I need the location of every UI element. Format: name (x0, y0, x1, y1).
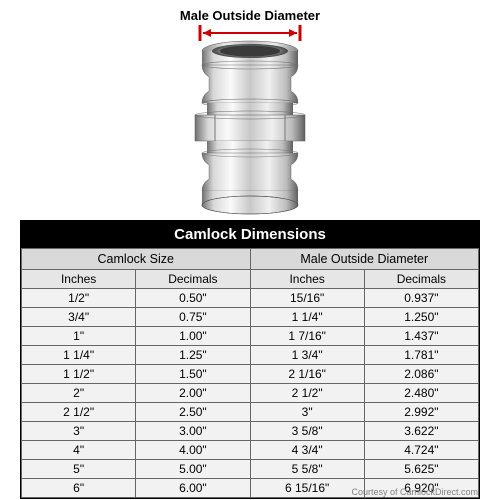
sub-header: Inches (250, 270, 364, 289)
table-cell: 1 1/4" (22, 346, 136, 365)
table-cell: 6" (22, 479, 136, 498)
table-cell: 6.00" (136, 479, 250, 498)
table-cell: 4" (22, 441, 136, 460)
table-row: 3"3.00"3 5/8"3.622" (22, 422, 479, 441)
table-row: 2 1/2"2.50"3"2.992" (22, 403, 479, 422)
table-cell: 3" (22, 422, 136, 441)
table-row: 4"4.00"4 3/4"4.724" (22, 441, 479, 460)
table-cell: 6 15/16" (250, 479, 364, 498)
table-cell: 5 5/8" (250, 460, 364, 479)
table-body: 1/2"0.50"15/16"0.937"3/4"0.75"1 1/4"1.25… (22, 289, 479, 498)
table-cell: 2 1/2" (250, 384, 364, 403)
dimension-arrow (197, 25, 303, 41)
dimensions-table: Camlock Dimensions Camlock Size Male Out… (20, 220, 480, 499)
table-cell: 4.724" (364, 441, 478, 460)
table-cell: 1/2" (22, 289, 136, 308)
table-row: 1 1/4"1.25"1 3/4"1.781" (22, 346, 479, 365)
table-cell: 2.00" (136, 384, 250, 403)
table-cell: 1" (22, 327, 136, 346)
table-cell: 0.75" (136, 308, 250, 327)
table-row: 1"1.00"1 7/16"1.437" (22, 327, 479, 346)
table-cell: 0.50" (136, 289, 250, 308)
table-cell: 2.50" (136, 403, 250, 422)
table-cell: 2.086" (364, 365, 478, 384)
diagram-area: Male Outside Diameter (0, 0, 500, 220)
table-row: 1 1/2"1.50"2 1/16"2.086" (22, 365, 479, 384)
table-cell: 2.992" (364, 403, 478, 422)
table-row: 5"5.00"5 5/8"5.625" (22, 460, 479, 479)
table-cell: 15/16" (250, 289, 364, 308)
courtesy-text: Courtesy of CamlockDirect.com (351, 487, 478, 497)
table-cell: 3.622" (364, 422, 478, 441)
table-row: 1/2"0.50"15/16"0.937" (22, 289, 479, 308)
table-row: 2"2.00"2 1/2"2.480" (22, 384, 479, 403)
dimensions-table-grid: Camlock Size Male Outside Diameter Inche… (21, 248, 479, 498)
table-cell: 1.00" (136, 327, 250, 346)
table-cell: 1 1/2" (22, 365, 136, 384)
diagram-label: Male Outside Diameter (180, 8, 320, 23)
table-cell: 1 1/4" (250, 308, 364, 327)
camlock-coupling-icon (185, 39, 315, 217)
group-header: Camlock Size (22, 249, 251, 270)
table-cell: 4.00" (136, 441, 250, 460)
group-header-row: Camlock Size Male Outside Diameter (22, 249, 479, 270)
table-cell: 5.00" (136, 460, 250, 479)
table-cell: 2 1/2" (22, 403, 136, 422)
table-cell: 2 1/16" (250, 365, 364, 384)
table-cell: 5" (22, 460, 136, 479)
table-cell: 3 5/8" (250, 422, 364, 441)
table-cell: 2.480" (364, 384, 478, 403)
table-cell: 3/4" (22, 308, 136, 327)
table-cell: 1 7/16" (250, 327, 364, 346)
table-cell: 5.625" (364, 460, 478, 479)
table-cell: 1 3/4" (250, 346, 364, 365)
table-cell: 1.437" (364, 327, 478, 346)
sub-header: Inches (22, 270, 136, 289)
table-cell: 3.00" (136, 422, 250, 441)
table-cell: 1.25" (136, 346, 250, 365)
sub-header: Decimals (364, 270, 478, 289)
sub-header: Decimals (136, 270, 250, 289)
table-cell: 4 3/4" (250, 441, 364, 460)
group-header: Male Outside Diameter (250, 249, 479, 270)
table-cell: 3" (250, 403, 364, 422)
sub-header-row: Inches Decimals Inches Decimals (22, 270, 479, 289)
table-cell: 0.937" (364, 289, 478, 308)
table-row: 3/4"0.75"1 1/4"1.250" (22, 308, 479, 327)
table-cell: 1.781" (364, 346, 478, 365)
table-cell: 2" (22, 384, 136, 403)
table-cell: 1.250" (364, 308, 478, 327)
table-title: Camlock Dimensions (21, 221, 479, 248)
table-cell: 1.50" (136, 365, 250, 384)
